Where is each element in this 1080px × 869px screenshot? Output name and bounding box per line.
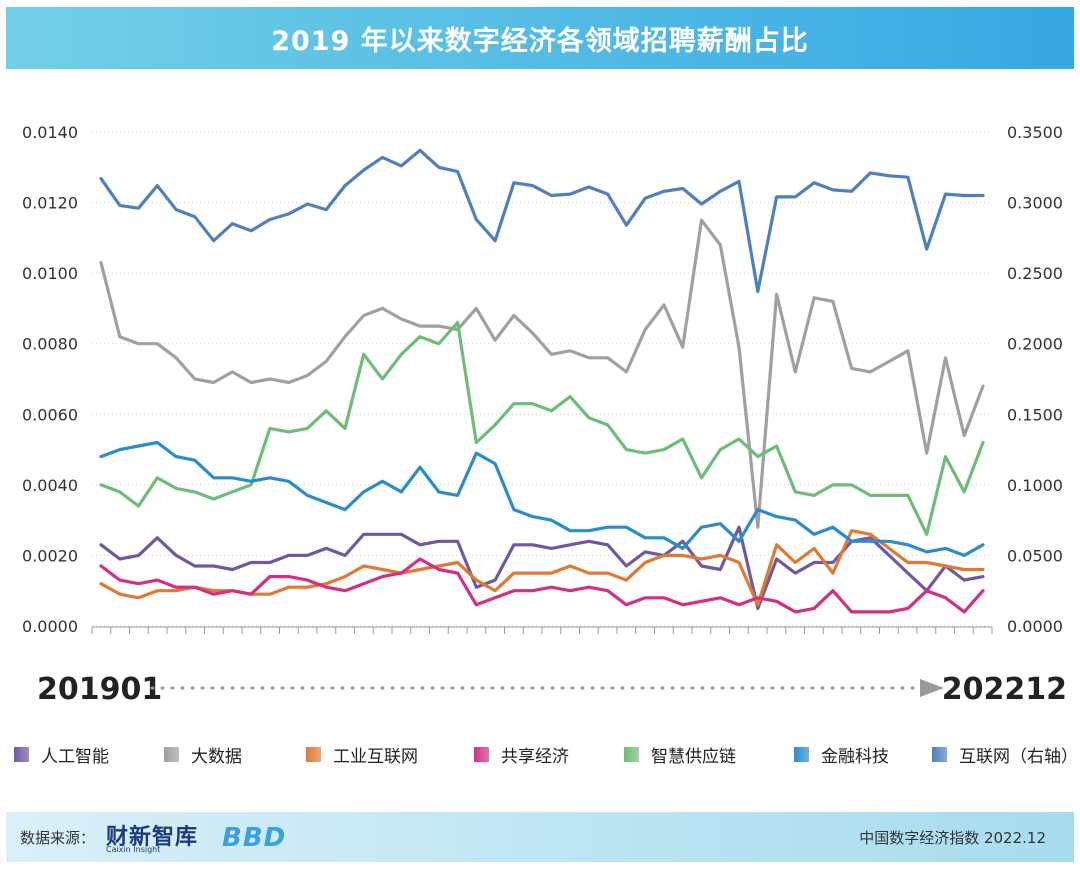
legend-swatch [14, 747, 29, 762]
axes: 0.0000 0.0000 0.0020 0.0500 0.0040 0.1000 0.00… [22, 123, 1063, 636]
series-line-6 [99, 148, 985, 294]
bbd-logo: BBD [222, 823, 287, 853]
title-bar: 2019 年以来数字经济各领域招聘薪酬占比 [6, 7, 1074, 69]
legend-label: 大数据 [191, 747, 242, 767]
legend-swatch [624, 747, 639, 762]
legend-swatch [164, 747, 179, 762]
legend-item: 人工智能 [14, 742, 109, 767]
timeline-arrow-icon [920, 679, 944, 697]
y-right-tick-label: 0.0000 [1007, 617, 1063, 636]
y-left-tick-label: 0.0120 [22, 194, 78, 213]
y-right-tick-label: 0.3000 [1007, 194, 1063, 213]
y-right-tick-label: 0.2500 [1007, 264, 1063, 283]
caixin-logo-subtext: Caixin Insight [106, 845, 161, 854]
series-lines [99, 148, 985, 614]
series-line-1 [99, 218, 985, 529]
period-indicator: 201901 202212 [37, 672, 1067, 707]
y-right-tick-label: 0.0500 [1007, 546, 1063, 565]
legend-item: 互联网（右轴） [932, 742, 1078, 767]
y-left-tick-label: 0.0000 [22, 617, 78, 636]
x-start-label: 201901 [37, 672, 162, 707]
series-line-3 [99, 557, 985, 614]
y-left-tick-label: 0.0080 [22, 335, 78, 354]
legend-label: 互联网（右轴） [959, 747, 1078, 767]
y-right-tick-label: 0.1500 [1007, 405, 1063, 424]
source-label: 数据来源： [20, 829, 96, 847]
legend-item: 共享经济 [474, 742, 569, 767]
legend-item: 大数据 [164, 742, 242, 767]
legend-label: 智慧供应链 [651, 747, 736, 767]
series-line-5 [99, 440, 985, 558]
legend-label: 共享经济 [501, 747, 569, 767]
index-label: 中国数字经济指数 2022.12 [859, 829, 1046, 847]
chart-title: 2019 年以来数字经济各领域招聘薪酬占比 [271, 25, 809, 57]
y-left-tick-label: 0.0060 [22, 405, 78, 424]
y-right-tick-label: 0.2000 [1007, 335, 1063, 354]
y-right-tick-label: 0.3500 [1007, 123, 1063, 142]
line-chart: 0.0000 0.0000 0.0020 0.0500 0.0040 0.1000 0.00… [22, 123, 1067, 707]
grid-lines [92, 131, 990, 627]
legend-item: 金融科技 [794, 742, 889, 767]
y-right-tick-label: 0.1000 [1007, 476, 1063, 495]
legend-swatch [794, 747, 809, 762]
legend-item: 工业互联网 [306, 742, 418, 767]
y-left-tick-label: 0.0020 [22, 546, 78, 565]
caixin-logo-text: 财新智库 [106, 825, 199, 850]
legend-label: 金融科技 [821, 747, 889, 767]
legend-item: 智慧供应链 [624, 742, 736, 767]
series-line-0 [99, 525, 985, 611]
y-left-tick-label: 0.0040 [22, 476, 78, 495]
x-end-label: 202212 [942, 672, 1067, 707]
y-left-tick-label: 0.0100 [22, 264, 78, 283]
legend: 人工智能 大数据 工业互联网 共享经济 智慧供应链 金融科技 互联网（右轴） [0, 742, 1080, 772]
legend-label: 人工智能 [41, 747, 109, 767]
legend-label: 工业互联网 [333, 747, 418, 767]
legend-swatch [474, 747, 489, 762]
series-line-4 [99, 320, 985, 536]
legend-swatch [932, 747, 947, 762]
y-left-tick-label: 0.0140 [22, 123, 78, 142]
legend-swatch [306, 747, 321, 762]
footer: 数据来源： 财新智库 Caixin Insight BBD 中国数字经济指数 2… [6, 812, 1074, 862]
